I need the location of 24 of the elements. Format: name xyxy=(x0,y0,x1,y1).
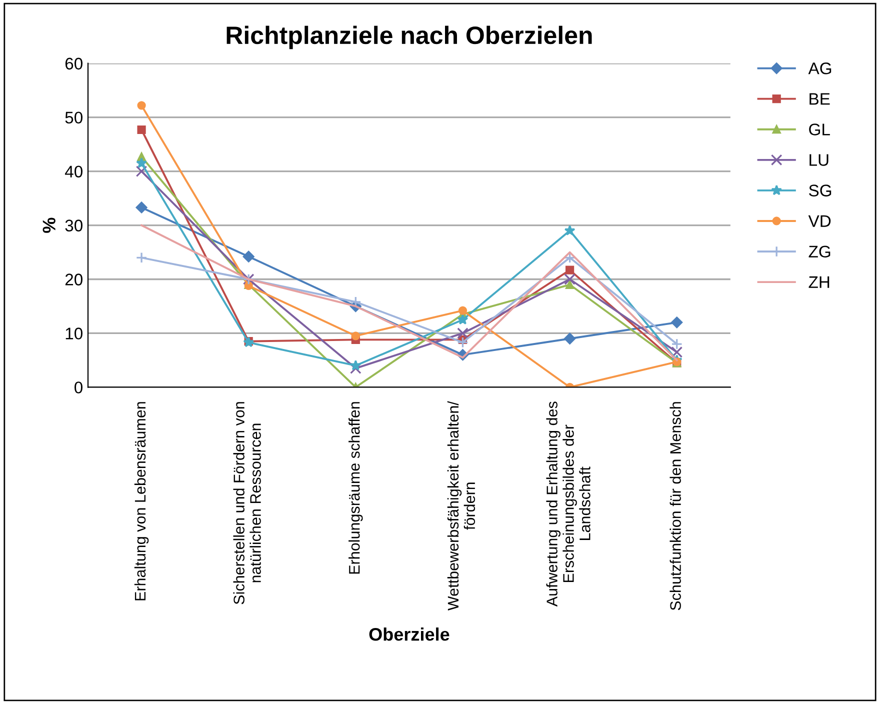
legend-label: ZG xyxy=(808,246,830,258)
x-tick-label: Aufwertung und Erhaltung des Erscheinungsbildes der Landschaft xyxy=(546,402,590,607)
y-tick-label: 30 xyxy=(65,220,82,232)
legend-label: SG xyxy=(809,184,832,196)
legend-label: LU xyxy=(810,154,828,166)
y-tick-label: 60 xyxy=(65,58,82,70)
legend-label: VD xyxy=(808,215,831,227)
legend-label: BE xyxy=(810,93,830,105)
chart-title: Richtplanziele nach Oberzielen xyxy=(226,26,592,50)
x-tick-label: Wettbewerbsfähigkeit erhalten/ fördern xyxy=(447,401,476,610)
y-tick-label: 40 xyxy=(64,166,82,178)
y-tick-label: 50 xyxy=(65,112,82,124)
legend-label: ZH xyxy=(808,276,830,288)
legend-label: GL xyxy=(809,124,830,136)
legend-label: AG xyxy=(808,62,832,74)
x-tick-label: Sicherstellen und Fördern von natürlichen Ressourcen xyxy=(233,402,261,604)
x-axis-title: Oberziele xyxy=(369,628,450,641)
x-tick-label: Erholungsräume schaffen xyxy=(348,402,363,574)
y-tick-label: 20 xyxy=(65,274,82,286)
x-tick-label: Erhaltung von Lebensräumen xyxy=(134,402,149,600)
y-tick-label: 10 xyxy=(66,328,82,340)
y-axis-title: % xyxy=(42,218,56,233)
y-tick-label: 0 xyxy=(74,382,82,394)
x-tick-label: Schutzfunktion für den Mensch xyxy=(670,402,681,610)
